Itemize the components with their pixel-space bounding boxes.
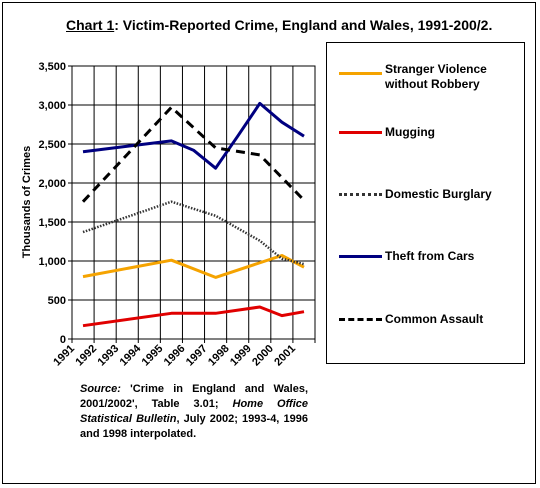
x-tick-label: 1997 bbox=[184, 343, 210, 369]
series-line-common-assault bbox=[81, 105, 306, 203]
y-tick-label: 1,500 bbox=[38, 217, 66, 229]
x-tick-label: 1995 bbox=[140, 343, 166, 369]
legend-swatch-common-assault bbox=[339, 318, 382, 321]
y-tick-label: 500 bbox=[48, 295, 66, 307]
x-tick-label: 1994 bbox=[118, 342, 144, 368]
series-line-mugging bbox=[82, 305, 305, 328]
legend-swatch-mugging bbox=[339, 131, 382, 134]
legend: Stranger Violence without Robbery Muggin… bbox=[326, 42, 525, 364]
series-line-theft-from-cars bbox=[82, 101, 305, 170]
series-line-domestic-burglary bbox=[82, 200, 305, 266]
chart-frame bbox=[2, 2, 536, 484]
legend-label-mugging: Mugging bbox=[385, 125, 435, 139]
legend-label-domestic-burglary: Domestic Burglary bbox=[385, 187, 492, 201]
x-tick-label: 1996 bbox=[162, 343, 188, 369]
legend-label-theft-from-cars: Theft from Cars bbox=[385, 249, 475, 263]
x-tick-label: 1993 bbox=[96, 343, 122, 369]
legend-label-common-assault: Common Assault bbox=[385, 312, 484, 326]
y-tick-label: 1,000 bbox=[38, 256, 66, 268]
legend-label-stranger-violence: Stranger Violence without Robbery bbox=[385, 62, 487, 91]
y-tick-label: 3,000 bbox=[38, 100, 66, 112]
source-text-2: , July 2002; 1993-4, 1996 and 1998 inter… bbox=[80, 413, 308, 440]
x-tick-label: 2001 bbox=[272, 343, 298, 369]
x-tick-label: 1998 bbox=[206, 343, 232, 369]
chart-title-prefix: Chart 1 bbox=[66, 17, 115, 33]
x-tick-label: 1992 bbox=[73, 343, 99, 369]
y-tick-label: 2,000 bbox=[38, 178, 66, 190]
y-tick-label: 0 bbox=[60, 334, 66, 346]
chart-title-rest: : Victim-Reported Crime, England and Wal… bbox=[114, 17, 493, 33]
y-tick-label: 2,500 bbox=[38, 139, 66, 151]
source-note: Source: 'Crime in England and Wales, 200… bbox=[80, 382, 308, 442]
legend-swatch-domestic-burglary bbox=[339, 193, 382, 196]
legend-swatch-stranger-violence bbox=[339, 72, 382, 75]
x-tick-label: 1991 bbox=[51, 343, 77, 369]
chart-title: Chart 1: Victim-Reported Crime, England … bbox=[66, 17, 492, 33]
source-text-1: 'Crime in England and Wales, 2001/2002',… bbox=[80, 383, 308, 410]
source-label: Source: bbox=[80, 383, 121, 395]
source-italic: Home Office Statistical Bulletin bbox=[80, 398, 309, 425]
x-tick-label: 1999 bbox=[228, 343, 254, 369]
x-tick-label: 2000 bbox=[250, 343, 276, 369]
legend-swatch-theft-from-cars bbox=[339, 255, 382, 258]
y-tick-label: 3,500 bbox=[38, 61, 66, 73]
y-axis-label: Thousands of Crimes bbox=[21, 146, 33, 258]
plot-area bbox=[71, 65, 316, 340]
